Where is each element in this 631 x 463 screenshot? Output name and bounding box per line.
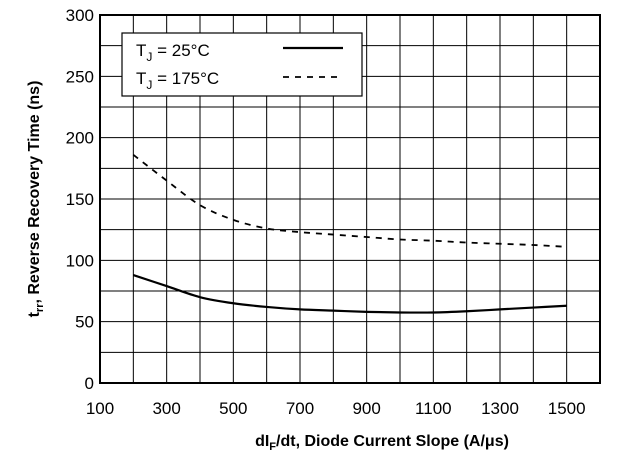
y-tick-label: 100 — [66, 251, 94, 270]
y-tick-labels: 0 50 100 150 200 250 300 — [66, 6, 94, 393]
y-tick-label: 50 — [75, 313, 94, 332]
legend-label-1: TJ = 175°C — [136, 69, 219, 92]
x-axis-title: dIF/dt, Diode Current Slope (A/μs) — [255, 433, 509, 453]
y-tick-label: 250 — [66, 67, 94, 86]
y-tick-label: 200 — [66, 129, 94, 148]
legend: TJ = 25°C TJ = 175°C — [121, 32, 363, 97]
x-tick-labels: 100 300 500 700 900 1100 1300 1500 — [86, 399, 586, 418]
x-tick-label: 100 — [86, 399, 114, 418]
legend-label-0: TJ = 25°C — [136, 41, 210, 64]
x-tick-label: 900 — [352, 399, 380, 418]
y-axis-title: trr, Reverse Recovery Time (ns) — [26, 81, 46, 318]
x-tick-label: 1500 — [548, 399, 586, 418]
plot-frame — [99, 14, 601, 384]
x-tick-label: 500 — [219, 399, 247, 418]
x-tick-label: 1300 — [481, 399, 519, 418]
x-tick-label: 700 — [286, 399, 314, 418]
y-tick-label: 150 — [66, 190, 94, 209]
y-tick-label: 300 — [66, 6, 94, 25]
series-line-0 — [132, 274, 567, 314]
series-lines — [132, 154, 567, 314]
x-tick-label: 300 — [152, 399, 180, 418]
y-tick-label: 0 — [85, 374, 94, 393]
x-tick-label: 1100 — [415, 399, 452, 418]
series-line-1 — [132, 154, 567, 248]
legend-box — [121, 32, 363, 97]
